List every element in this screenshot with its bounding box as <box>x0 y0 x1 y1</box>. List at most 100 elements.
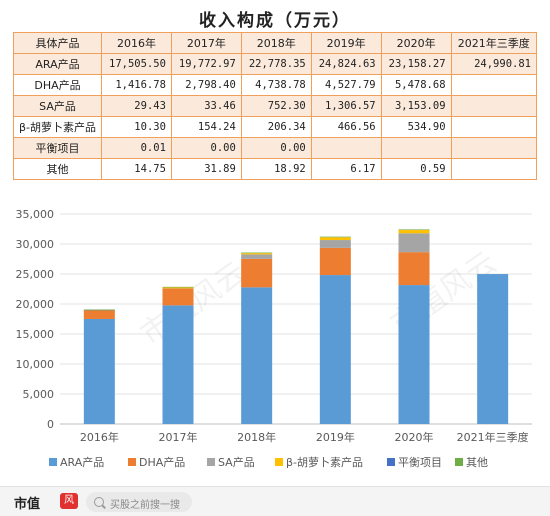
table-header: 2017年 <box>170 32 242 54</box>
search-placeholder: 买股之前搜一搜 <box>110 500 180 511</box>
table-row: ARA产品 17,505.50 19,772.97 22,778.35 24,8… <box>13 53 538 75</box>
table-cell: 154.24 <box>170 116 242 138</box>
table-row: 其他 14.75 31.89 18.92 6.17 0.59 <box>13 158 538 180</box>
bar-segment <box>241 252 273 254</box>
table-header-row: 具体产品 2016年 2017年 2018年 2019年 2020年 2021年… <box>13 32 538 54</box>
legend-label: 平衡项目 <box>398 456 442 469</box>
legend-label: ARA产品 <box>60 455 104 469</box>
y-tick-label: 25,000 <box>16 268 55 281</box>
table-cell: 5,478.68 <box>380 74 452 96</box>
table-header: 2021年三季度 <box>450 32 538 54</box>
bar-segment <box>398 233 430 253</box>
legend-swatch <box>49 458 57 466</box>
table-cell: 19,772.97 <box>170 53 242 75</box>
bar-segment <box>162 286 194 288</box>
table-header: 2016年 <box>101 32 172 54</box>
bar-segment <box>83 318 115 424</box>
table-cell: 4,527.79 <box>310 74 382 96</box>
table-cell <box>450 137 538 159</box>
search-icon <box>94 497 104 507</box>
legend-label: β-胡萝卜素产品 <box>286 455 363 469</box>
table-cell <box>450 116 538 138</box>
bar-segment <box>398 229 430 231</box>
table-title: 收入构成（万元） <box>199 11 351 31</box>
table-cell: 1,416.78 <box>101 74 172 96</box>
table-cell: 206.34 <box>240 116 312 138</box>
bar-segment <box>319 236 351 238</box>
y-tick-label: 20,000 <box>16 298 55 311</box>
table-cell: 534.90 <box>380 116 452 138</box>
table-cell: 其他 <box>13 158 102 180</box>
y-tick-label: 5,000 <box>23 388 55 401</box>
bar-segment <box>162 287 194 289</box>
x-tick-label: 2020年 <box>395 430 434 444</box>
bar-segment <box>398 252 430 286</box>
table-cell: 0.01 <box>101 137 172 159</box>
table-row: SA产品 29.43 33.46 752.30 1,306.57 3,153.0… <box>13 95 538 117</box>
legend-swatch <box>387 458 395 466</box>
chart-svg: 0 5,000 10,000 15,000 20,000 25,000 30,000 35,0… <box>16 208 532 469</box>
bar-segment <box>241 258 273 288</box>
table-cell: 0.00 <box>240 137 312 159</box>
table-cell <box>450 158 538 180</box>
table-cell: 466.56 <box>310 116 382 138</box>
bar-segment <box>241 287 273 424</box>
x-tick-label: 2017年 <box>159 430 198 444</box>
bar-segment <box>319 275 351 424</box>
table-cell: 1,306.57 <box>310 95 382 117</box>
table-cell <box>310 137 382 159</box>
table-cell <box>380 137 452 159</box>
x-tick-label: 2019年 <box>316 430 355 444</box>
legend-swatch <box>455 458 463 466</box>
brand-logo-mark: 风 <box>60 493 78 509</box>
table-cell: DHA产品 <box>13 74 102 96</box>
search-input[interactable]: 买股之前搜一搜 <box>86 492 192 512</box>
bar-segment <box>319 247 351 276</box>
bar-segment <box>477 274 509 424</box>
table-cell: 29.43 <box>101 95 172 117</box>
legend-label: DHA产品 <box>139 455 185 469</box>
table-cell: 3,153.09 <box>380 95 452 117</box>
table-row: β-胡萝卜素产品 10.30 154.24 206.34 466.56 534.… <box>13 116 538 138</box>
table-cell: 18.92 <box>240 158 312 180</box>
bar-segment <box>241 254 273 259</box>
legend-swatch <box>275 458 283 466</box>
x-tick-label: 2018年 <box>237 430 276 444</box>
bar-segment <box>398 285 430 424</box>
table-header: 2019年 <box>310 32 382 54</box>
table-cell: 0.00 <box>170 137 242 159</box>
table-cell: 24,824.63 <box>310 53 382 75</box>
table-row: DHA产品 1,416.78 2,798.40 4,738.78 4,527.7… <box>13 74 538 96</box>
table-cell: 23,158.27 <box>380 53 452 75</box>
table-cell: 22,778.35 <box>240 53 312 75</box>
table-header: 具体产品 <box>13 32 102 54</box>
bar-segment <box>319 237 351 241</box>
bar-segment <box>319 240 351 248</box>
bar-segment <box>83 309 115 311</box>
table-cell: 14.75 <box>101 158 172 180</box>
stacked-bar-chart: 0 5,000 10,000 15,000 20,000 25,000 30,000 35,0… <box>0 196 550 486</box>
table-cell: 平衡项目 <box>13 137 102 159</box>
x-tick-label: 2016年 <box>80 430 119 444</box>
table-cell: ARA产品 <box>13 53 102 75</box>
table-cell: 6.17 <box>310 158 382 180</box>
legend-swatch <box>207 458 215 466</box>
table-cell: β-胡萝卜素产品 <box>13 116 102 138</box>
legend-swatch <box>128 458 136 466</box>
footer-bar: 市值 风 买股之前搜一搜 <box>0 486 550 516</box>
x-tick-label: 2021年三季度 <box>457 430 529 444</box>
table-cell: SA产品 <box>13 95 102 117</box>
bar-segment <box>162 305 194 424</box>
y-tick-label: 10,000 <box>16 358 55 371</box>
table-cell: 4,738.78 <box>240 74 312 96</box>
table-header: 2020年 <box>380 32 452 54</box>
table-cell: 10.30 <box>101 116 172 138</box>
table-cell: 17,505.50 <box>101 53 172 75</box>
legend-label: 其他 <box>466 456 488 469</box>
y-tick-label: 30,000 <box>16 238 55 251</box>
y-tick-label: 0 <box>47 418 54 431</box>
bar-segment <box>398 230 430 234</box>
bar-segment <box>83 310 115 319</box>
table-cell: 31.89 <box>170 158 242 180</box>
table-cell <box>450 74 538 96</box>
